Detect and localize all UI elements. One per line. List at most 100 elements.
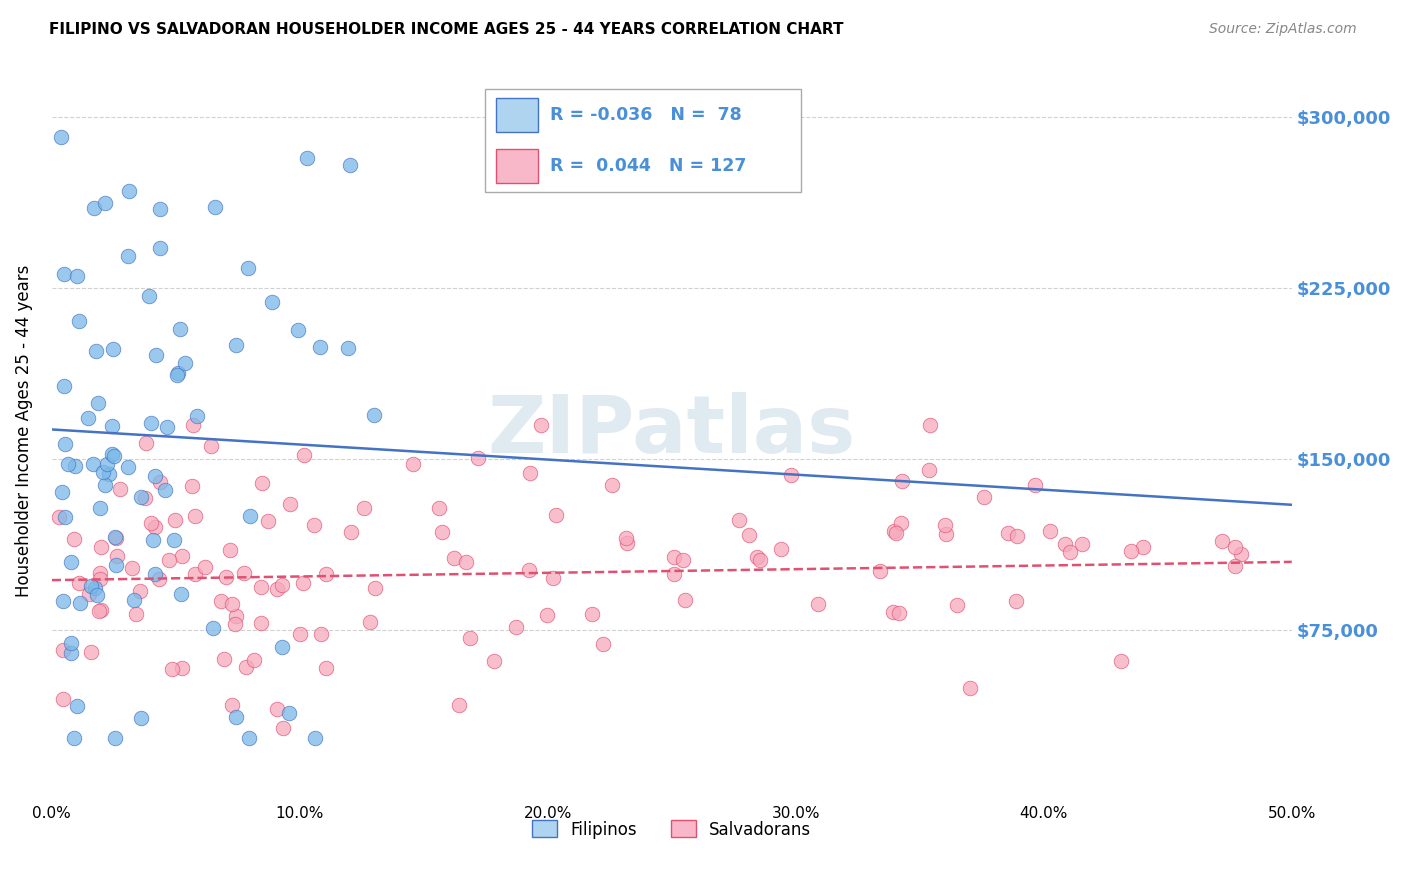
Point [83, 201, 105, 215]
Text: R =  0.044   N = 127: R = 0.044 N = 127 [550, 157, 747, 175]
Point [1005, 529, 1028, 543]
Point [1039, 524, 1062, 538]
Point [125, 607, 148, 622]
Point [139, 417, 162, 431]
Point [138, 289, 160, 303]
Point [1211, 534, 1233, 549]
Point [600, 478, 623, 492]
Point [238, 731, 260, 745]
Text: ZIPatlas: ZIPatlas [488, 392, 856, 469]
Point [336, 342, 359, 356]
Point [59, 646, 82, 660]
Point [482, 655, 505, 669]
Point [121, 561, 143, 575]
Point [918, 462, 941, 476]
Point [315, 567, 337, 582]
Point [103, 342, 125, 356]
Point [541, 571, 564, 585]
Point [673, 593, 696, 607]
Point [181, 417, 204, 432]
Y-axis label: Householder Income Ages 25 - 44 years: Householder Income Ages 25 - 44 years [15, 264, 32, 597]
Point [149, 475, 172, 489]
Point [519, 467, 541, 481]
Point [664, 566, 686, 581]
Point [529, 417, 551, 432]
Point [84, 343, 107, 358]
Point [738, 528, 761, 542]
Point [105, 549, 128, 563]
Point [215, 570, 238, 584]
Point [79, 645, 101, 659]
Point [467, 450, 489, 465]
Point [131, 711, 153, 725]
Point [86, 588, 108, 602]
Point [135, 436, 157, 450]
Point [69, 596, 91, 610]
Point [117, 248, 139, 262]
Point [51, 484, 73, 499]
Point [780, 468, 803, 483]
Point [82, 457, 104, 471]
Point [1059, 545, 1081, 559]
Point [1121, 544, 1143, 558]
Point [104, 731, 127, 745]
Point [427, 501, 450, 516]
Point [224, 617, 246, 632]
Point [117, 184, 139, 198]
Point [91, 465, 114, 479]
Point [243, 653, 266, 667]
Point [232, 566, 254, 581]
Point [884, 526, 907, 541]
Point [292, 449, 315, 463]
Point [339, 157, 361, 171]
Point [544, 508, 567, 522]
Point [236, 261, 259, 276]
Point [1054, 537, 1077, 551]
Point [748, 552, 770, 566]
Point [117, 460, 139, 475]
Point [209, 593, 232, 607]
Point [104, 530, 127, 544]
Point [309, 627, 332, 641]
Point [80, 579, 103, 593]
Point [149, 202, 172, 217]
Point [304, 518, 326, 533]
Point [55, 436, 77, 450]
Point [581, 607, 603, 622]
Point [728, 513, 751, 527]
Point [139, 516, 162, 531]
Point [249, 615, 271, 630]
Point [890, 474, 912, 488]
Point [287, 323, 309, 337]
Point [616, 536, 638, 550]
Point [890, 516, 912, 530]
Point [430, 525, 453, 540]
Point [169, 322, 191, 336]
Point [443, 551, 465, 566]
Point [48, 509, 70, 524]
Point [84, 581, 107, 595]
Point [96, 458, 118, 472]
Point [204, 200, 226, 214]
Point [309, 340, 332, 354]
Point [221, 597, 243, 611]
Point [807, 597, 830, 611]
Point [221, 698, 243, 713]
Point [90, 540, 112, 554]
Point [166, 368, 188, 382]
Point [56, 458, 79, 472]
Point [454, 555, 477, 569]
Point [212, 652, 235, 666]
Point [63, 459, 86, 474]
Point [239, 509, 262, 524]
Point [101, 447, 124, 461]
Point [52, 643, 75, 657]
Point [143, 567, 166, 582]
Point [288, 627, 311, 641]
Point [250, 580, 273, 594]
Point [592, 638, 614, 652]
Point [747, 549, 769, 564]
Point [134, 491, 156, 505]
Point [51, 130, 73, 145]
Point [225, 710, 247, 724]
